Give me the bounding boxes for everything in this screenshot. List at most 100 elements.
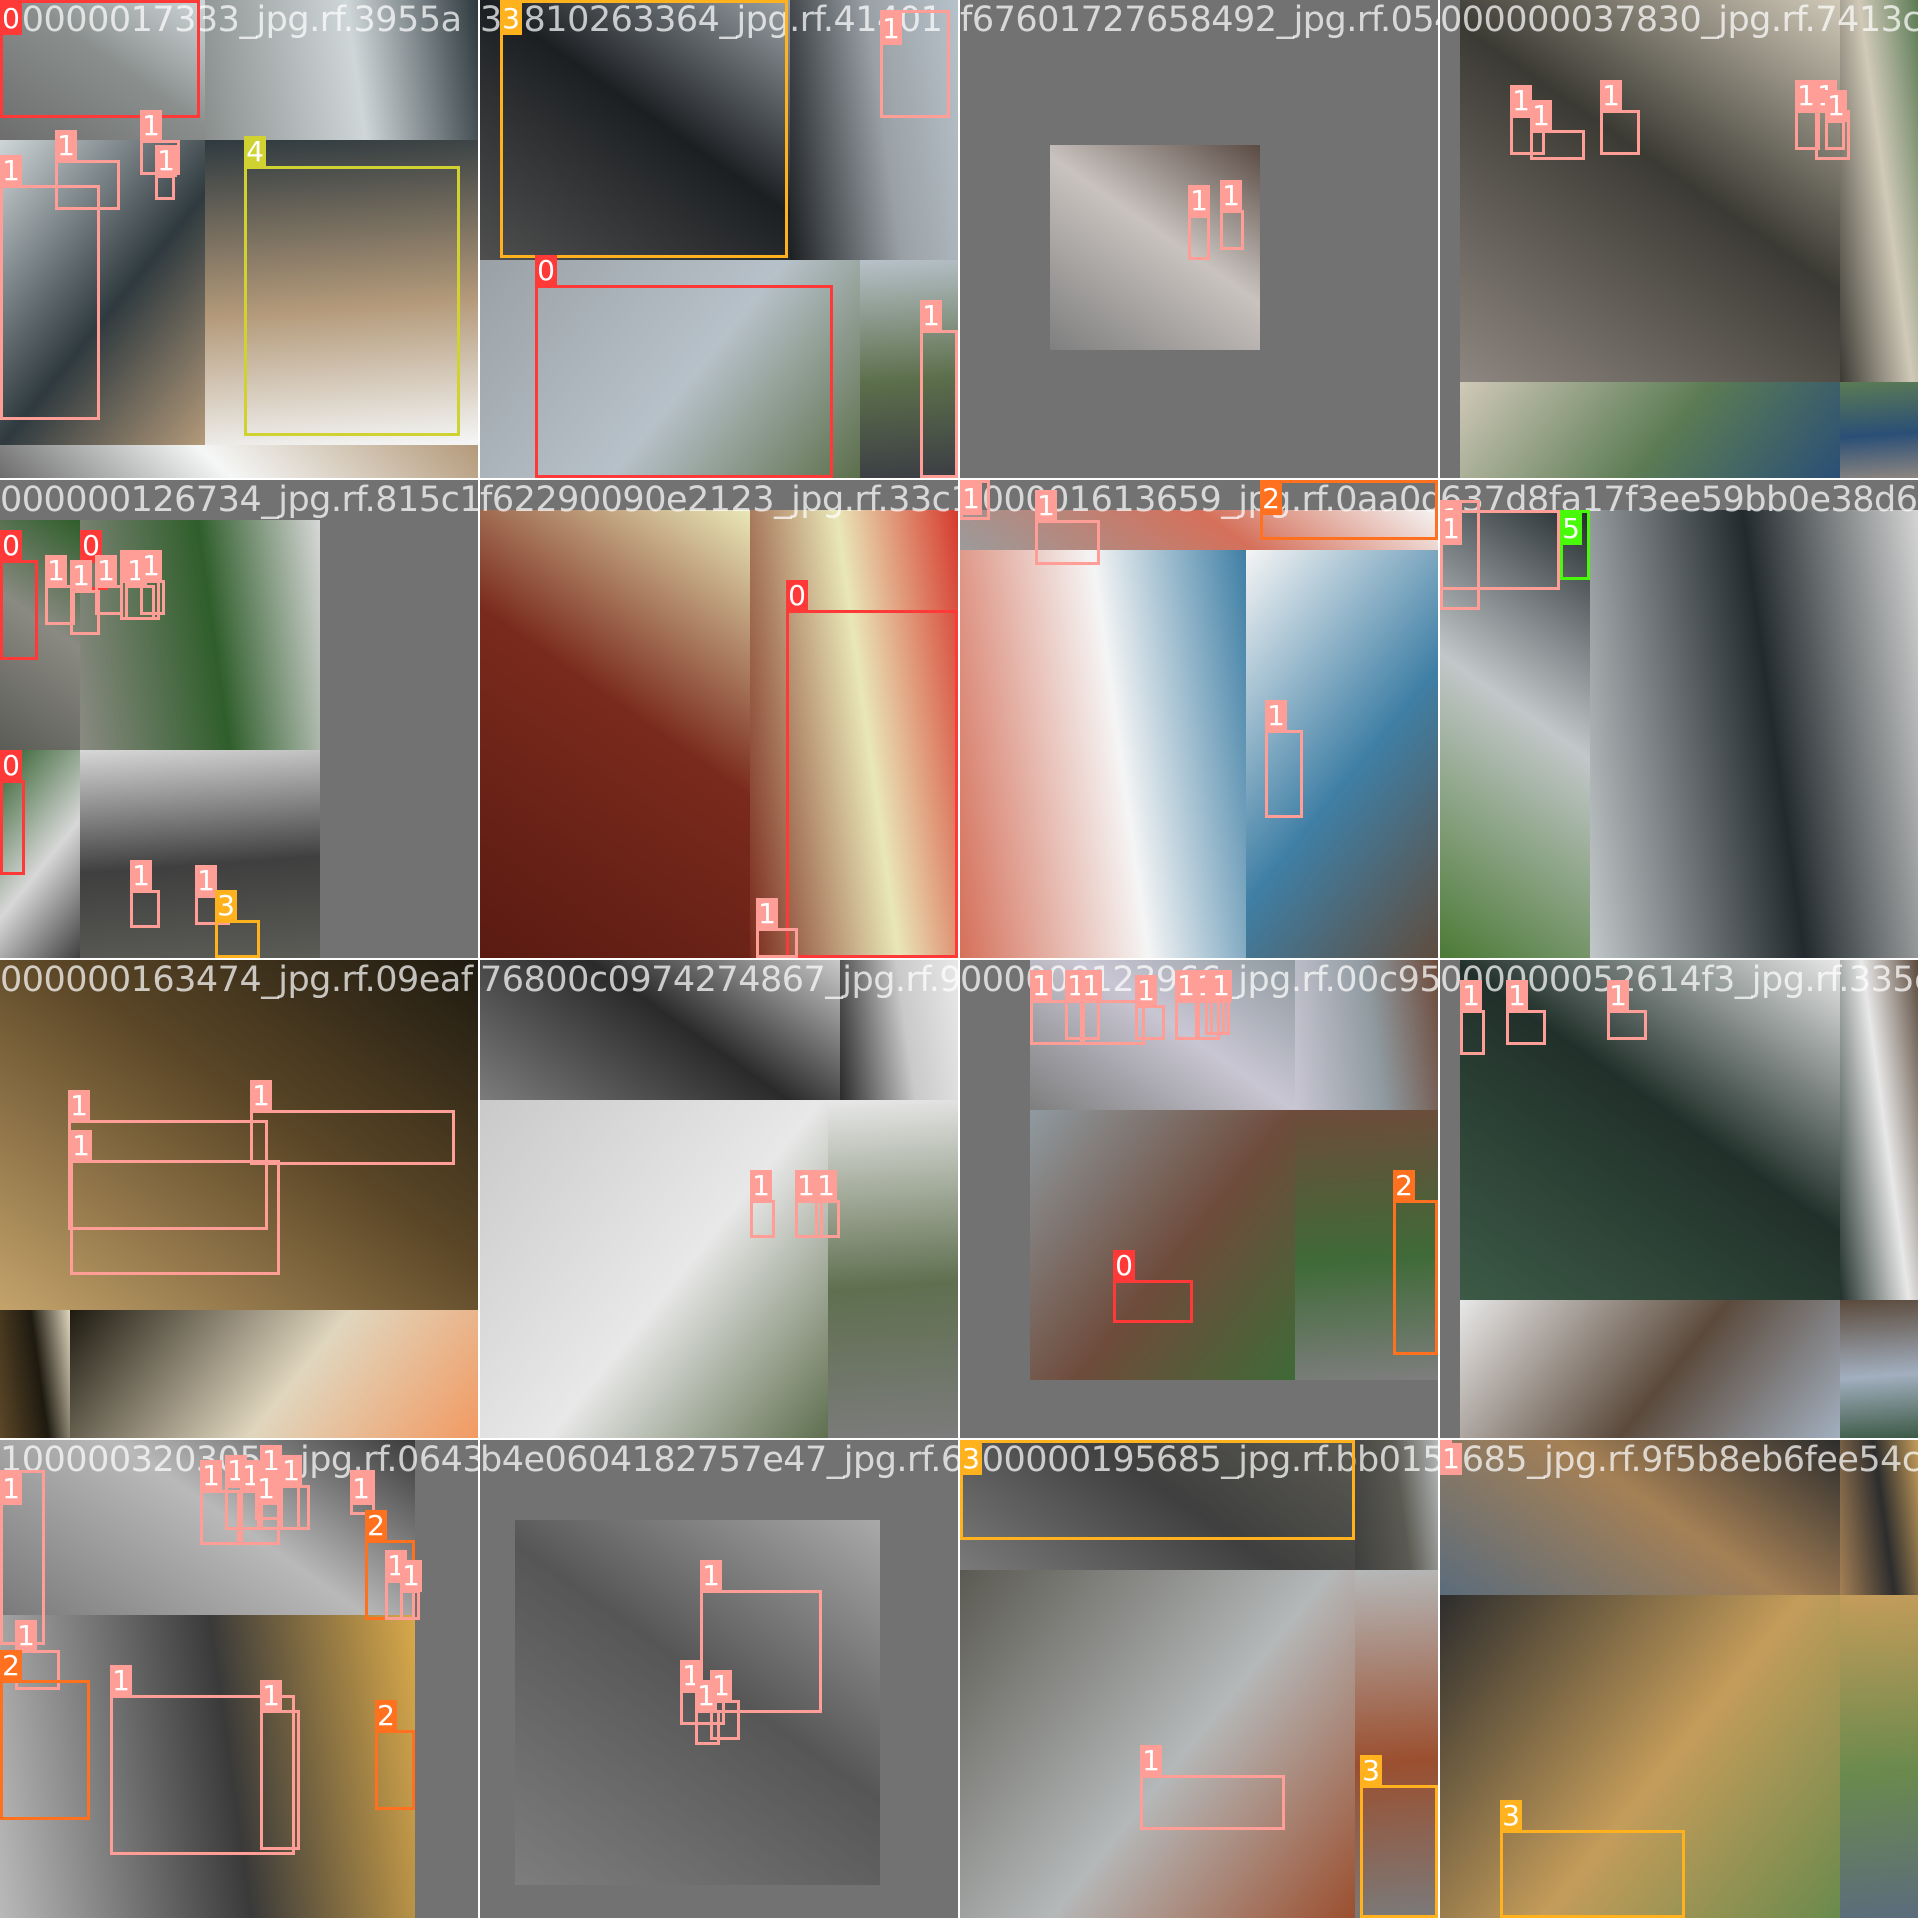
photo-patch	[1030, 1110, 1295, 1380]
photo-patch	[960, 1440, 1355, 1570]
mosaic-tile: 1685_jpg.rf.9f5b8eb6fee54cc8 1 3	[1440, 1440, 1918, 1918]
bounding-box-class-label: 0	[1113, 1250, 1135, 1282]
bounding-box: 0	[0, 530, 38, 660]
tile-filename: f6760172765849⁠2_jpg.rf.0540758	[960, 0, 1438, 40]
bounding-box-class-label: 1	[140, 110, 162, 142]
bounding-box: 1	[880, 10, 950, 118]
bounding-box: 1	[1440, 1440, 1462, 1475]
bounding-box-class-label: 3	[960, 1443, 982, 1475]
photo-patch	[828, 1100, 958, 1438]
photo-patch	[1840, 960, 1918, 1300]
bounding-box: 1	[140, 110, 180, 175]
bounding-box-class-label: 1	[1440, 513, 1462, 545]
bounding-box-class-label: 1	[1506, 980, 1528, 1012]
bounding-box-class-label: 3	[500, 3, 522, 35]
bounding-box: 3	[500, 0, 788, 258]
bounding-box: 3	[1500, 1800, 1685, 1918]
mosaic-tile: 637d8fa17f3ee59bb0e38d6115	[1440, 480, 1918, 958]
bounding-box: 1	[70, 560, 100, 635]
bounding-box: 1	[70, 1130, 280, 1275]
bounding-box: 1	[1825, 90, 1847, 150]
bounding-box-class-label: 1	[1600, 80, 1622, 112]
bounding-box: 2	[1260, 480, 1438, 540]
bounding-box: 1	[700, 1560, 822, 1713]
photo-patch	[750, 510, 958, 958]
bounding-box: 1	[130, 860, 160, 928]
bounding-box-class-label: 1	[280, 1455, 302, 1487]
mosaic-tile: 000000123966_jpg.rf.00c951111111102	[960, 960, 1438, 1438]
bounding-box-class-label: 1	[260, 1445, 282, 1477]
bounding-box-class-label: 1	[45, 555, 67, 587]
bounding-box: 2	[375, 1700, 415, 1810]
bounding-box-class-label: 1	[70, 560, 92, 592]
bounding-box: 1	[1188, 185, 1210, 260]
bounding-box: 1	[756, 898, 798, 958]
bounding-box-class-label: 1	[255, 1473, 277, 1505]
bounding-box-class-label: 1	[1265, 700, 1287, 732]
bounding-box: 1	[95, 555, 123, 615]
bounding-box-class-label: 1	[130, 860, 152, 892]
bounding-box-class-label: 1	[1035, 490, 1057, 522]
bounding-box: 1	[960, 480, 990, 520]
mosaic-tile: 000000052614f3_jpg.rf.335c9 1 1 1	[1440, 960, 1918, 1438]
photo-patch	[790, 0, 958, 260]
bounding-box: 1	[1510, 85, 1545, 155]
mosaic-tile: 76800c0974274867_jpg.rf.96f5b55111	[480, 960, 958, 1438]
bounding-box-class-label: 0	[535, 255, 557, 287]
bounding-box: 1	[250, 1080, 455, 1165]
tile-filename: 000000163474_jpg.rf.09eaf	[0, 960, 473, 1000]
photo-patch	[1840, 0, 1918, 382]
tile-filename: 637d8fa17f3ee59bb0e38d6	[1440, 480, 1918, 520]
bounding-box-class-label: 1	[1607, 980, 1629, 1012]
bounding-box: 1	[1600, 80, 1640, 155]
bounding-box: 1	[1440, 510, 1560, 590]
bounding-box-class-label: 1	[1825, 90, 1847, 122]
bounding-box: 1	[920, 300, 958, 478]
bounding-box: 1	[55, 130, 120, 210]
bounding-box-class-label: 3	[215, 890, 237, 922]
photo-patch	[480, 960, 840, 1100]
photo-patch	[960, 1570, 1355, 1918]
bounding-box: 1	[1530, 100, 1585, 160]
bounding-box-class-label: 1	[1210, 970, 1232, 1002]
photo-patch	[1840, 1595, 1918, 1918]
bounding-box-class-label: 1	[0, 1473, 22, 1505]
bounding-box: 0	[786, 580, 958, 958]
mosaic-tile: 000000163474_jpg.rf.09eaf 1 1 1	[0, 960, 478, 1438]
mosaic-tile: 38810263364_jpg.rf.41401 3 1 0 1	[480, 0, 958, 478]
bounding-box: 1	[110, 1665, 295, 1855]
bounding-box-class-label: 1	[750, 1170, 772, 1202]
bounding-box: 0	[0, 0, 200, 118]
photo-patch	[960, 550, 1246, 958]
mosaic-tile: f6760172765849⁠2_jpg.rf.0540758 11	[960, 0, 1438, 478]
bounding-box-class-label: 1	[756, 898, 778, 930]
bounding-box-class-label: 1	[960, 483, 982, 515]
bounding-box-class-label: 1	[1140, 1745, 1162, 1777]
bounding-box-class-label: 1	[350, 1473, 372, 1505]
photo-patch	[0, 1615, 415, 1918]
photo-patch	[1355, 1570, 1438, 1918]
bounding-box: 1	[140, 550, 165, 615]
photo-patch	[1440, 510, 1590, 958]
bounding-box: 1	[1030, 970, 1085, 1045]
bounding-box: 1	[280, 1455, 310, 1530]
bounding-box-class-label: 1	[1175, 970, 1197, 1002]
bounding-box-class-label: 1	[1080, 970, 1102, 1002]
photo-patch	[205, 140, 478, 445]
photo-patch	[0, 1310, 70, 1438]
bounding-box: 1	[1607, 980, 1647, 1040]
photo-patch	[480, 510, 750, 958]
photo-patch	[480, 1100, 828, 1438]
photo-patch	[1460, 0, 1840, 382]
photo-patch	[1246, 550, 1438, 958]
photo-patch	[80, 750, 320, 958]
bounding-box-class-label: 1	[880, 13, 902, 45]
bounding-box-class-label: 1	[1030, 970, 1052, 1002]
bounding-box: 1	[195, 865, 230, 925]
mosaic-tile: 0000001733⁠3_jpg.rf.3955a 0 1 1 1 1 4	[0, 0, 478, 478]
photo-patch	[1590, 510, 1918, 958]
bounding-box-class-label: 1	[400, 1560, 422, 1592]
bounding-box: 1	[68, 1090, 268, 1230]
tile-filename: f62290090e2123_jpg.rf.33c147	[480, 480, 958, 520]
bounding-box: 1	[1220, 180, 1244, 250]
